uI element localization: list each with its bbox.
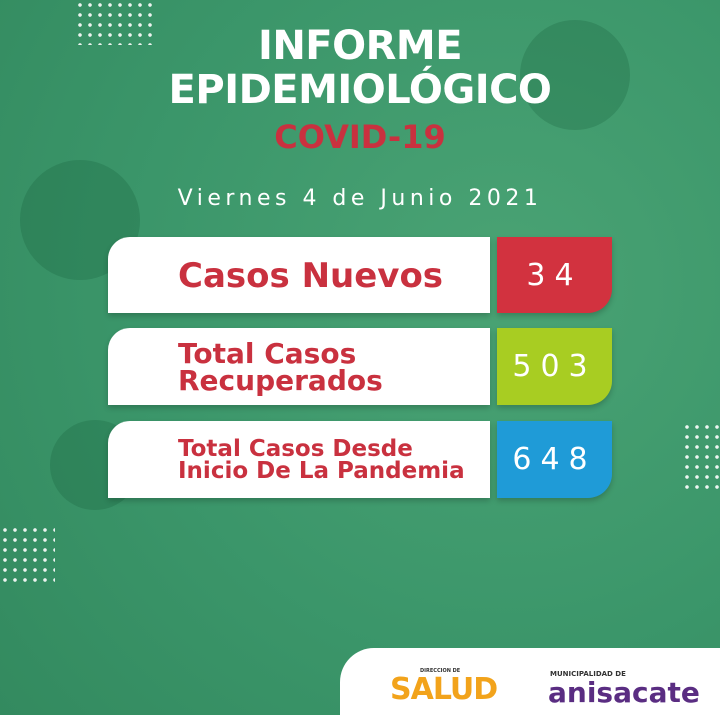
row-value: 503 <box>497 328 612 405</box>
dots-decoration <box>0 525 55 585</box>
title-line: EPIDEMIOLÓGICO <box>168 67 552 113</box>
row-label: Total Casos <box>178 336 357 370</box>
row-label: Total Casos Desde <box>178 435 413 462</box>
label-box: Total Casos Recuperados <box>108 328 490 405</box>
municipio-logo: anisacate <box>548 676 700 709</box>
row-label: Recuperados <box>178 363 383 397</box>
title-line: INFORME <box>257 23 463 69</box>
row-label: Casos Nuevos <box>178 255 444 296</box>
row-value: 34 <box>497 237 612 313</box>
date: Viernes 4 de Junio 2021 <box>177 186 543 211</box>
municipio-prefix: MUNICIPALIDAD DE <box>550 670 626 678</box>
virus-decoration <box>520 20 630 130</box>
row-value: 648 <box>497 421 612 498</box>
footer: DIRECCION DE SALUD MUNICIPALIDAD DE anis… <box>340 648 720 715</box>
salud-logo: SALUD <box>390 672 498 707</box>
salud-prefix: DIRECCION DE <box>420 668 461 674</box>
dots-decoration <box>75 0 155 45</box>
row-label: Inicio De La Pandemia <box>178 457 465 484</box>
subtitle: COVID-19 <box>274 118 446 156</box>
label-box: Total Casos Desde Inicio De La Pandemia <box>108 421 490 498</box>
dots-decoration <box>682 422 720 492</box>
label-box: Casos Nuevos <box>108 237 490 313</box>
